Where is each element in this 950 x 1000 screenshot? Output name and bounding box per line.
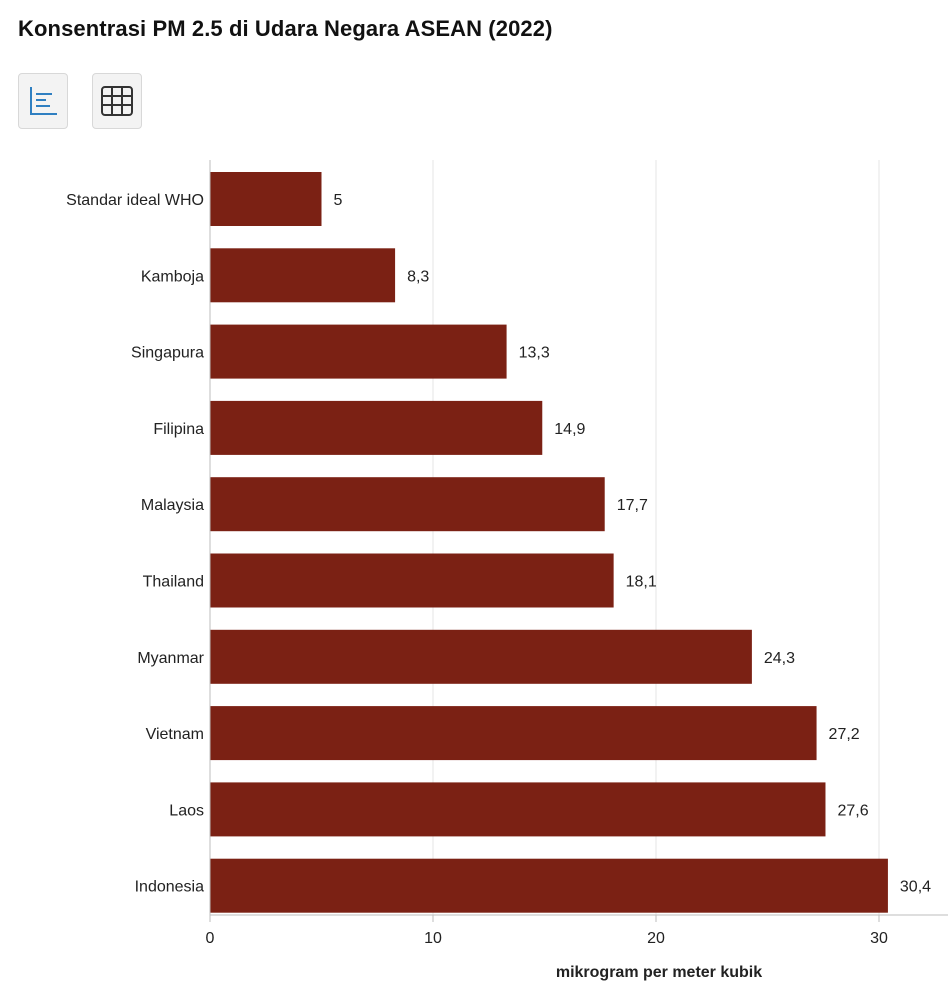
- bar: [210, 553, 614, 608]
- category-label: Filipina: [153, 421, 204, 438]
- bar: [210, 706, 817, 761]
- x-tick-label: 20: [647, 930, 665, 947]
- value-label: 5: [334, 192, 343, 209]
- x-tick-label: 30: [870, 930, 888, 947]
- category-label: Indonesia: [135, 879, 204, 896]
- bar: [210, 248, 396, 303]
- bar: [210, 782, 826, 837]
- table-grid-icon: [101, 86, 133, 116]
- x-axis-title: mikrogram per meter kubik: [556, 964, 762, 981]
- bar: [210, 172, 322, 226]
- bar: [210, 858, 888, 913]
- category-label: Singapura: [131, 345, 204, 362]
- bar-chart-icon: [30, 87, 57, 115]
- value-label: 17,7: [617, 497, 648, 514]
- category-label: Kamboja: [141, 268, 204, 285]
- category-label: Vietnam: [146, 726, 204, 743]
- x-tick-label: 0: [206, 930, 215, 947]
- category-label: Laos: [169, 802, 204, 819]
- category-label: Myanmar: [137, 650, 204, 667]
- value-label: 8,3: [407, 268, 429, 285]
- value-label: 27,2: [829, 726, 860, 743]
- category-label: Thailand: [143, 574, 204, 591]
- category-label: Malaysia: [141, 497, 204, 514]
- table-view-button[interactable]: [92, 73, 142, 129]
- category-label: Standar ideal WHO: [66, 192, 204, 209]
- value-label: 18,1: [626, 574, 657, 591]
- bar: [210, 400, 543, 455]
- value-label: 14,9: [554, 421, 585, 438]
- value-label: 27,6: [837, 802, 868, 819]
- chart-view-button[interactable]: [18, 73, 68, 129]
- value-label: 30,4: [900, 879, 931, 896]
- value-label: 13,3: [519, 345, 550, 362]
- chart-title: Konsentrasi PM 2.5 di Udara Negara ASEAN…: [18, 16, 553, 41]
- bar: [210, 477, 605, 532]
- bar: [210, 324, 507, 379]
- x-tick-label: 10: [424, 930, 442, 947]
- value-label: 24,3: [764, 650, 795, 667]
- bar: [210, 629, 752, 684]
